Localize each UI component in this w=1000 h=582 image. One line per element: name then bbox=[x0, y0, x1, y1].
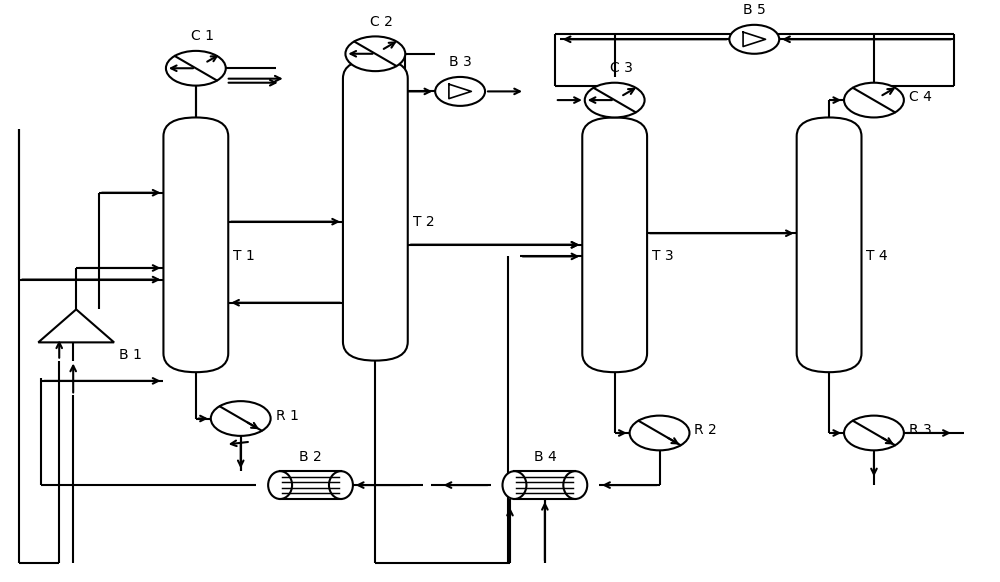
Circle shape bbox=[585, 83, 645, 118]
Text: C 1: C 1 bbox=[191, 30, 214, 44]
Ellipse shape bbox=[268, 471, 292, 499]
FancyBboxPatch shape bbox=[343, 59, 408, 361]
Text: B 1: B 1 bbox=[119, 348, 142, 362]
Circle shape bbox=[166, 51, 226, 86]
Text: C 3: C 3 bbox=[610, 61, 633, 75]
Text: T 3: T 3 bbox=[652, 250, 674, 264]
Ellipse shape bbox=[502, 471, 526, 499]
Text: T 1: T 1 bbox=[233, 250, 255, 264]
Text: R 1: R 1 bbox=[276, 409, 298, 423]
Circle shape bbox=[729, 25, 779, 54]
Circle shape bbox=[844, 416, 904, 450]
Ellipse shape bbox=[563, 471, 587, 499]
Circle shape bbox=[345, 37, 405, 71]
Text: B 4: B 4 bbox=[534, 450, 556, 464]
Text: T 2: T 2 bbox=[413, 215, 434, 229]
Text: C 2: C 2 bbox=[370, 15, 393, 29]
Circle shape bbox=[211, 401, 271, 436]
Bar bbox=[280, 471, 341, 499]
Circle shape bbox=[630, 416, 689, 450]
Text: B 2: B 2 bbox=[299, 450, 322, 464]
Circle shape bbox=[435, 77, 485, 106]
Text: R 3: R 3 bbox=[909, 423, 932, 437]
Bar bbox=[514, 471, 575, 499]
Ellipse shape bbox=[329, 471, 353, 499]
FancyBboxPatch shape bbox=[582, 118, 647, 372]
Circle shape bbox=[844, 83, 904, 118]
Text: T 4: T 4 bbox=[866, 250, 888, 264]
Text: C 4: C 4 bbox=[909, 90, 932, 104]
Text: B 3: B 3 bbox=[449, 55, 471, 69]
FancyBboxPatch shape bbox=[163, 118, 228, 372]
FancyBboxPatch shape bbox=[797, 118, 861, 372]
Polygon shape bbox=[38, 310, 114, 342]
Text: R 2: R 2 bbox=[694, 423, 717, 437]
Text: B 5: B 5 bbox=[743, 3, 766, 17]
